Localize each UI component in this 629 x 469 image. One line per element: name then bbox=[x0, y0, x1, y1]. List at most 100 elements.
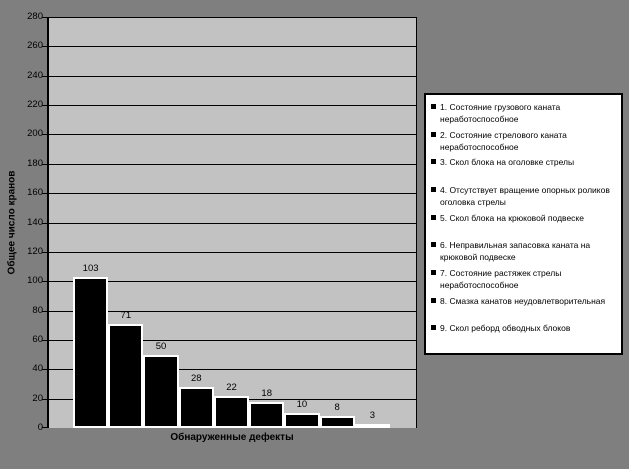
y-axis-tick bbox=[42, 17, 47, 18]
bar-value-label: 50 bbox=[155, 340, 167, 352]
gridline bbox=[49, 163, 416, 165]
y-tick-label: 160 bbox=[27, 187, 43, 199]
legend-swatch bbox=[431, 214, 436, 220]
bar bbox=[73, 276, 109, 428]
legend-item-6: 6. Неправильная запасовка каната на крюк… bbox=[431, 239, 619, 267]
legend-label: 6. Неправильная запасовка каната на крюк… bbox=[440, 240, 591, 263]
legend-swatch bbox=[431, 325, 436, 331]
bar bbox=[178, 386, 214, 428]
y-tick-label: 240 bbox=[27, 69, 43, 81]
legend-item-7: 7. Состояние растяжек стрелы неработоспо… bbox=[431, 267, 619, 295]
bar bbox=[108, 323, 144, 428]
bar-slot-3: 50 bbox=[143, 17, 179, 428]
legend-label: 1. Состояние грузового каната неработосп… bbox=[440, 102, 561, 124]
y-tick-label: 80 bbox=[32, 304, 43, 316]
y-axis-tick bbox=[42, 281, 47, 283]
y-axis-tick bbox=[42, 105, 47, 107]
gridline bbox=[49, 369, 416, 371]
y-axis-tick-labels: 0 20 40 60 80 100 120 140 160 180 200 220 240 260 280 bbox=[0, 12, 43, 433]
legend-label: 2. Состояние стрелового каната неработос… bbox=[440, 129, 567, 152]
bar-slot-4: 28 bbox=[178, 17, 214, 428]
bar bbox=[354, 423, 390, 428]
bar-slot-1: 103 bbox=[73, 17, 109, 428]
legend-label: 9. Скол реборд обводных блоков bbox=[440, 323, 571, 334]
gridline bbox=[49, 105, 416, 107]
legend: 1. Состояние грузового каната неработосп… bbox=[424, 93, 623, 355]
y-axis-tick bbox=[42, 339, 47, 341]
y-axis-tick bbox=[42, 46, 47, 48]
y-tick-label: 220 bbox=[27, 99, 43, 111]
gridline bbox=[49, 339, 416, 341]
legend-item-9: 9. Скол реборд обводных блоков bbox=[431, 322, 619, 350]
y-tick-label: 20 bbox=[32, 392, 43, 404]
legend-swatch bbox=[431, 297, 436, 303]
legend-swatch bbox=[431, 159, 436, 165]
y-axis-tick bbox=[42, 398, 47, 400]
gridline bbox=[49, 193, 416, 195]
gridline bbox=[49, 75, 416, 77]
bar bbox=[143, 354, 179, 428]
y-axis-tick bbox=[42, 134, 47, 136]
y-axis-tick bbox=[42, 163, 47, 165]
gridline bbox=[49, 281, 416, 283]
x-axis-title: Обнаруженные дефекты bbox=[170, 432, 294, 443]
gridline bbox=[49, 222, 416, 224]
y-tick-label: 140 bbox=[27, 216, 43, 228]
y-axis-tick bbox=[42, 310, 47, 312]
bar-value-label: 18 bbox=[261, 387, 272, 399]
legend-swatch bbox=[431, 242, 436, 248]
legend-item-3: 3. Скол блока на оголовке стрелы bbox=[431, 156, 619, 184]
gridline bbox=[49, 310, 416, 312]
y-tick-label: 60 bbox=[32, 333, 43, 345]
bar-slot-6: 18 bbox=[249, 17, 285, 428]
y-tick-label: 260 bbox=[27, 40, 43, 52]
y-axis-tick bbox=[42, 75, 47, 77]
bar-value-label: 3 bbox=[369, 409, 375, 421]
legend-item-2: 2. Состояние стрелового каната неработос… bbox=[431, 129, 619, 157]
gridline bbox=[49, 134, 416, 136]
y-tick-label: 200 bbox=[27, 128, 43, 140]
bar-value-label: 28 bbox=[190, 372, 202, 384]
bar bbox=[284, 413, 320, 428]
gridline bbox=[49, 251, 416, 253]
y-tick-label: 280 bbox=[27, 11, 43, 22]
y-axis-tick bbox=[42, 222, 47, 224]
legend-label: 5. Скол блока на крюковой подвеске bbox=[440, 212, 584, 223]
y-tick-label: 180 bbox=[27, 157, 43, 169]
y-tick-label: 40 bbox=[32, 363, 43, 375]
legend-item-8: 8. Смазка канатов неудовлетворительная bbox=[431, 295, 619, 323]
y-axis-tick bbox=[42, 427, 47, 428]
y-axis-tick bbox=[42, 193, 47, 195]
bar bbox=[319, 416, 355, 428]
bar bbox=[213, 395, 250, 428]
legend-swatch bbox=[431, 187, 436, 193]
bar-slot-7: 10 bbox=[284, 17, 320, 428]
legend-label: 4. Отсутствует вращение опорных роликов … bbox=[440, 185, 610, 208]
bar-value-label: 22 bbox=[226, 381, 237, 393]
bar-value-label: 10 bbox=[296, 399, 308, 411]
bar-slot-2: 71 bbox=[108, 17, 144, 428]
gridline bbox=[49, 17, 416, 18]
bar-value-label: 8 bbox=[334, 402, 340, 414]
legend-label: 8. Смазка канатов неудовлетворительная bbox=[440, 295, 606, 306]
y-axis-tick bbox=[42, 251, 47, 253]
y-tick-label: 100 bbox=[27, 275, 43, 287]
bar-slot-8: 8 bbox=[319, 17, 355, 428]
legend-item-5: 5. Скол блока на крюковой подвеске bbox=[431, 212, 619, 240]
legend-item-4: 4. Отсутствует вращение опорных роликов … bbox=[431, 184, 619, 212]
y-tick-label: 0 bbox=[37, 422, 43, 433]
bar bbox=[249, 401, 285, 428]
plot-area: 103 71 50 28 22 18 10 8 3 bbox=[42, 17, 417, 428]
legend-swatch bbox=[431, 270, 436, 276]
y-axis-tick bbox=[42, 369, 47, 371]
bar-value-label: 71 bbox=[120, 309, 132, 321]
bar-series: 103 71 50 28 22 18 10 8 3 bbox=[73, 17, 390, 428]
bar-slot-9: 3 bbox=[354, 17, 390, 428]
y-tick-label: 120 bbox=[27, 245, 43, 257]
bar-slot-5: 22 bbox=[213, 17, 250, 428]
legend-swatch bbox=[431, 131, 436, 137]
legend-item-1: 1. Состояние грузового каната неработосп… bbox=[431, 101, 619, 129]
legend-label: 3. Скол блока на оголовке стрелы bbox=[440, 157, 575, 168]
gridline bbox=[49, 46, 416, 48]
